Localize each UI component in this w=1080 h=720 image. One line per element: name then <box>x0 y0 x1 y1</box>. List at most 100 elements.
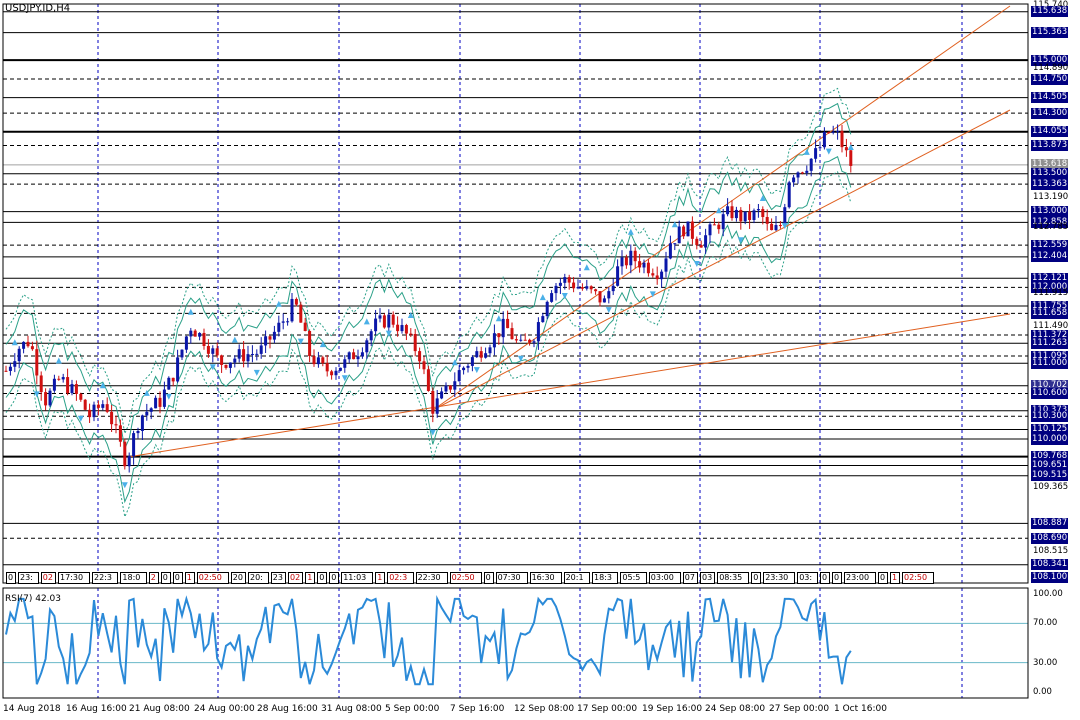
band-line <box>5 87 852 436</box>
candle-body <box>638 261 642 268</box>
candle-body <box>849 150 853 166</box>
candle-body <box>215 348 219 356</box>
candle-body <box>127 456 131 467</box>
candle-body <box>435 398 439 414</box>
candle-body <box>690 221 694 239</box>
candle-body <box>198 332 202 337</box>
candle-body <box>35 349 39 376</box>
candle-body <box>739 209 743 222</box>
tick-marker: 03: <box>797 572 818 584</box>
price-label: 113.873 <box>1031 139 1068 151</box>
price-label: 112.858 <box>1031 216 1068 228</box>
candle-body <box>193 330 197 337</box>
price-label: 111.263 <box>1031 337 1068 349</box>
candle-body <box>589 286 593 290</box>
candle-body <box>492 333 496 348</box>
candle-body <box>30 346 34 350</box>
fractal-marker <box>561 293 568 300</box>
candle-body <box>506 318 510 329</box>
candle-body <box>426 369 430 391</box>
candle-body <box>721 214 725 230</box>
fractal-marker <box>803 148 810 155</box>
candle-body <box>382 315 386 328</box>
candle-body <box>145 411 149 416</box>
tick-marker: 02:50 <box>449 572 482 584</box>
candle-body <box>668 243 672 259</box>
candle-body <box>646 262 650 274</box>
candle-body <box>66 377 70 394</box>
price-label: 111.915 <box>1033 288 1069 299</box>
candle-body <box>220 355 224 365</box>
candle-body <box>770 223 774 231</box>
fractal-marker <box>77 415 84 422</box>
candle-body <box>250 353 254 355</box>
price-label: 113.500 <box>1031 168 1068 180</box>
candle-body <box>176 357 180 382</box>
candle-body <box>294 298 298 305</box>
fractal-marker <box>143 389 150 396</box>
candle-body <box>642 262 646 268</box>
price-label: 110.125 <box>1031 424 1068 436</box>
price-label: 109.651 <box>1031 459 1068 471</box>
candle-body <box>818 147 822 149</box>
fractal-marker <box>363 318 370 325</box>
price-label: 111.658 <box>1031 307 1068 319</box>
date-label: 17 Sep 00:00 <box>577 704 638 714</box>
price-label: 113.363 <box>1031 178 1068 190</box>
candle-body <box>281 321 285 323</box>
candle-body <box>651 273 655 276</box>
tick-marker: 0 <box>483 572 494 584</box>
candle-body <box>4 370 8 372</box>
candle-body <box>224 364 228 368</box>
candle-body <box>633 250 637 262</box>
fractal-marker <box>33 391 40 398</box>
candle-body <box>418 351 422 362</box>
candle-body <box>140 415 144 431</box>
candle-body <box>774 225 778 231</box>
tick-marker: 0 <box>317 572 328 584</box>
tick-marker: 2 <box>148 572 159 584</box>
candle-body <box>457 370 461 382</box>
candle-body <box>378 315 382 319</box>
candle-body <box>554 285 558 294</box>
candle-body <box>26 341 30 347</box>
candle-body <box>268 336 272 340</box>
candle-body <box>400 325 404 332</box>
candle-body <box>338 367 342 371</box>
candle-body <box>462 367 466 371</box>
candle-body <box>237 349 241 359</box>
price-label: 111.095 <box>1031 350 1068 362</box>
candle-body <box>347 352 351 360</box>
price-label: 112.785 <box>1033 222 1069 233</box>
fractal-markers <box>11 143 854 489</box>
fractal-marker <box>605 307 612 314</box>
price-label: 111.372 <box>1031 329 1068 341</box>
tick-marker: 11:03 <box>341 572 374 584</box>
price-label: 110.702 <box>1031 380 1068 392</box>
price-label: 112.000 <box>1031 281 1068 293</box>
candle-body <box>242 349 246 362</box>
price-label: 111.490 <box>1033 320 1069 331</box>
rsi-axis-label: 70.00 <box>1033 618 1058 629</box>
candle-body <box>92 404 96 418</box>
price-label: 114.750 <box>1031 73 1068 85</box>
price-label: 113.618 <box>1031 159 1068 171</box>
candle-body <box>303 322 307 332</box>
tick-marker: 22:3 <box>92 572 119 584</box>
candle-body <box>154 397 158 409</box>
tick-marker: 03:00 <box>648 572 681 584</box>
tick-marker: 08:35 <box>717 572 750 584</box>
candle-body <box>695 238 699 246</box>
candle-body <box>836 130 840 132</box>
candle-body <box>158 397 162 407</box>
candle-body <box>796 172 800 178</box>
tick-marker: 23 <box>270 572 286 584</box>
candle-body <box>413 334 417 352</box>
candle-body <box>255 353 259 355</box>
candle-body <box>211 348 215 354</box>
candle-body <box>444 385 448 392</box>
tick-marker: 02:3 <box>387 572 414 584</box>
fractal-marker <box>275 300 282 307</box>
